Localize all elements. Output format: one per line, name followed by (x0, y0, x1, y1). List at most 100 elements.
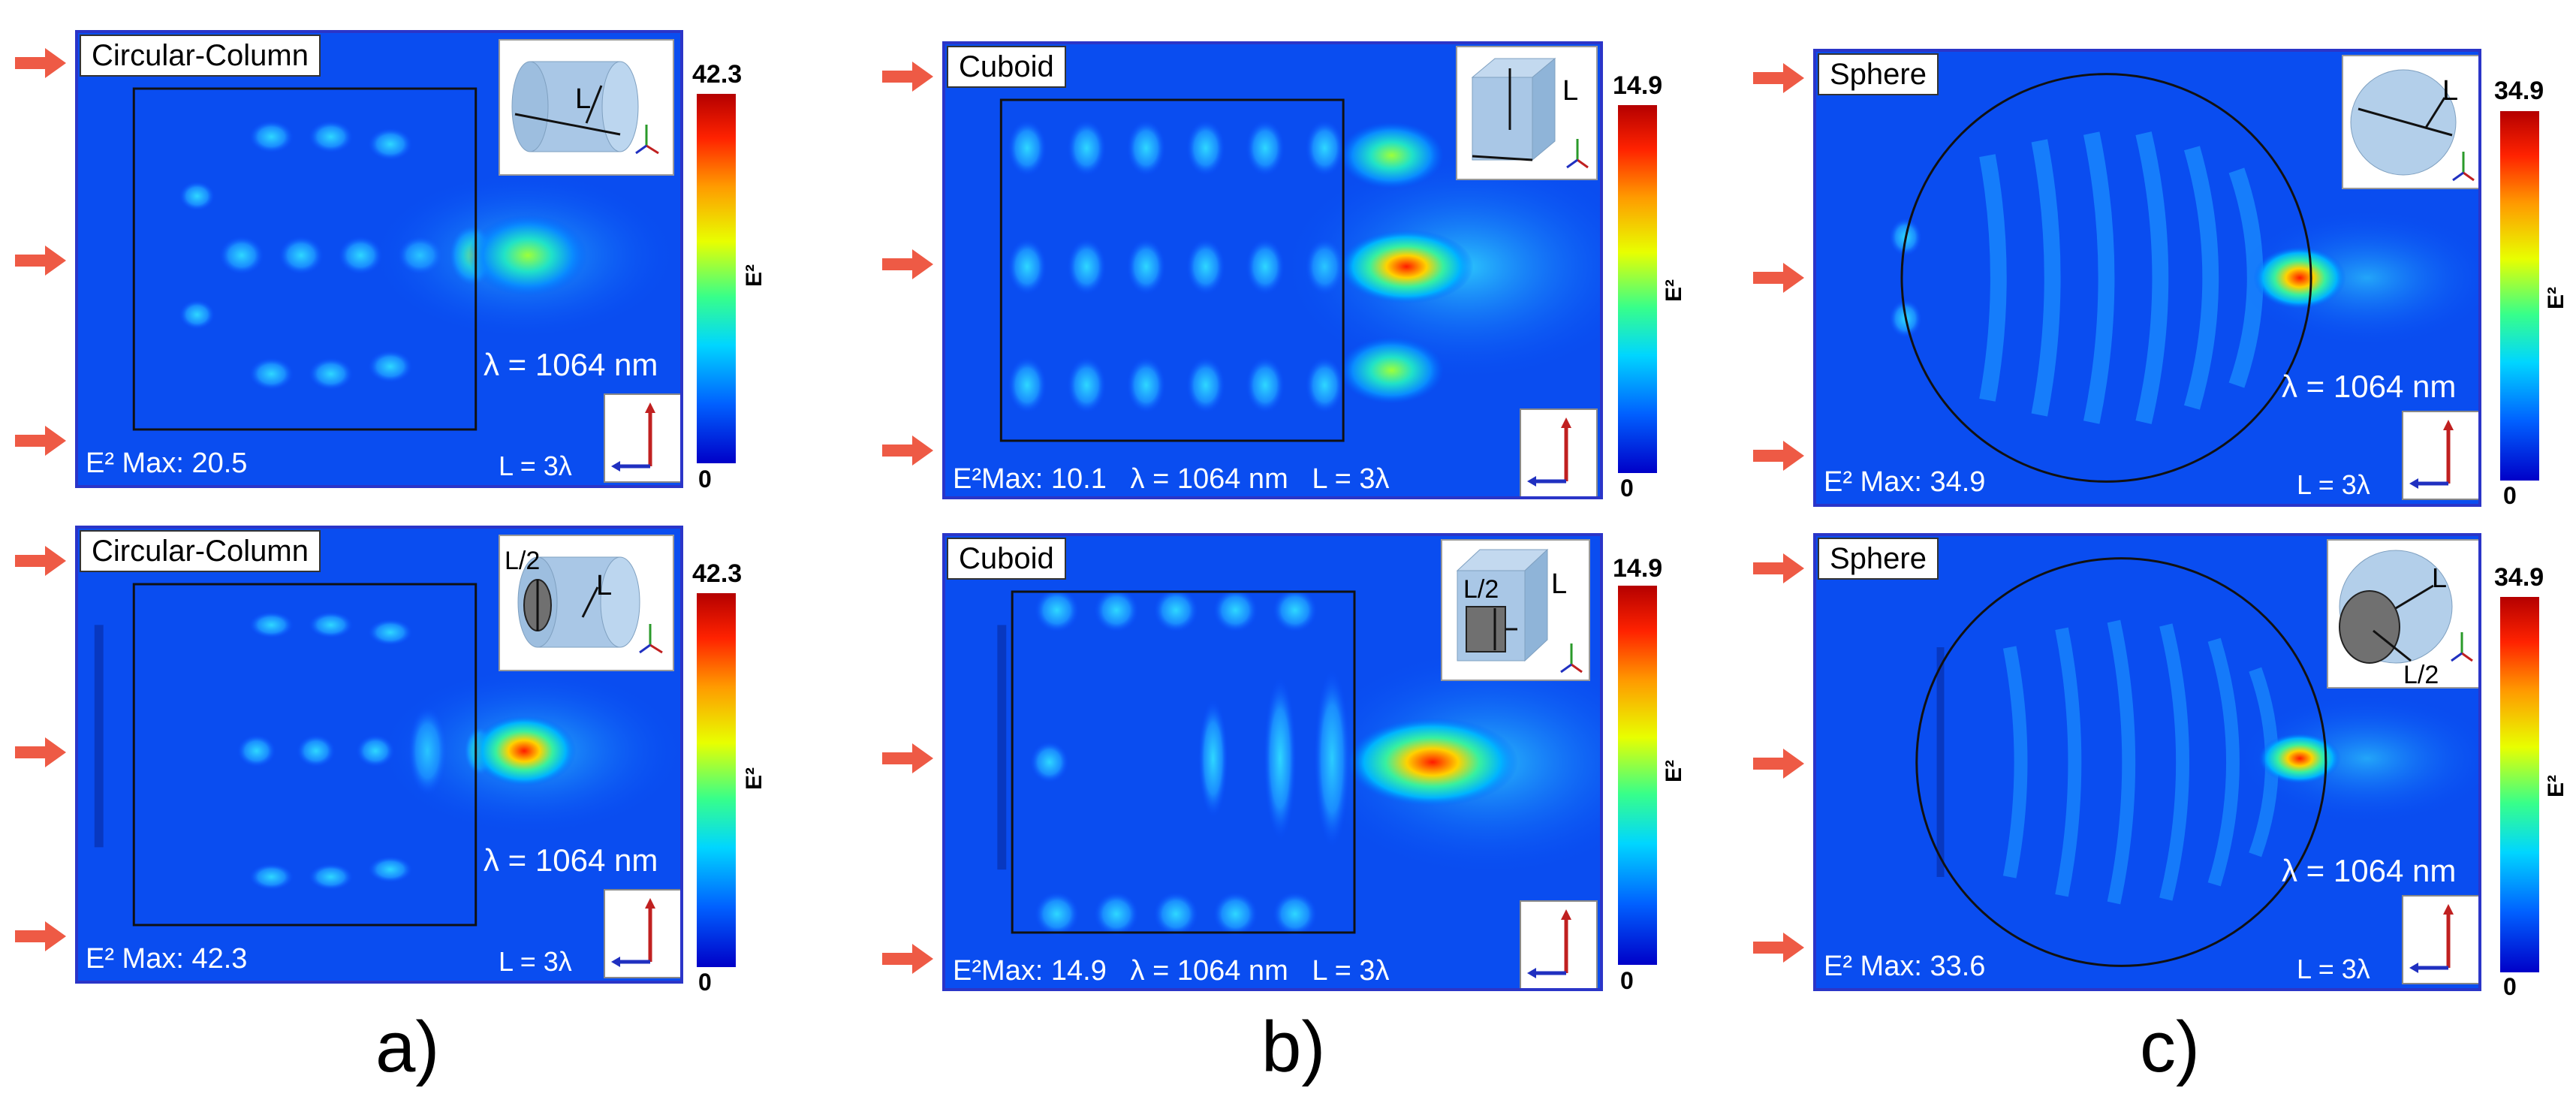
incident-arrow-icon (15, 737, 66, 767)
caption-c: c) (2140, 1007, 2200, 1087)
axes-icon (611, 898, 655, 967)
wavelength-label: λ = 1064 nm (2282, 369, 2457, 404)
axes-triad (604, 393, 680, 483)
hollow-cylinder-icon: L/2 L (505, 547, 663, 654)
hollow-cube-inset: L/2 L (1441, 539, 1590, 681)
colorbar-variable: E² (742, 264, 767, 287)
emax-label: E² Max: 42.3 (86, 943, 248, 975)
colorbar (697, 94, 736, 463)
colorbar-max: 14.9 (1613, 554, 1663, 583)
field-panel-b-top: Cuboid L E²Max: 10.1 λ = 1064 nm L = 3λ (942, 41, 1603, 499)
colorbar-max: 14.9 (1613, 71, 1663, 100)
caption-a: a) (375, 1007, 440, 1087)
incident-arrow-icon (15, 921, 66, 951)
incident-arrow-icon (882, 743, 933, 773)
bottom-info-line: E²Max: 10.1 λ = 1064 nm L = 3λ (953, 463, 1390, 495)
hollow-sphere-inset: L L/2 (2327, 539, 2478, 689)
bottom-info-line: E²Max: 14.9 λ = 1064 nm L = 3λ (953, 955, 1390, 987)
emax-label: E² Max: 33.6 (1824, 951, 1986, 982)
incident-arrow-icon (1753, 933, 1804, 963)
wavelength-label: λ = 1064 nm (484, 347, 658, 382)
emax-label: E² Max: 20.5 (86, 448, 248, 479)
colorbar-variable: E² (742, 767, 767, 790)
incident-arrow-icon (15, 426, 66, 456)
incident-arrow-icon (15, 246, 66, 276)
colorbar-min: 0 (2503, 482, 2517, 509)
axes-triad (604, 889, 680, 978)
colorbar-variable: E² (2544, 287, 2568, 309)
incident-arrow-icon (1753, 63, 1804, 93)
length-label: L (2442, 75, 2458, 107)
colorbar-min: 0 (1620, 475, 1634, 502)
incident-arrow-icon (1753, 553, 1804, 583)
shape-label: Circular-Column (80, 35, 321, 77)
length-label: L (1562, 75, 1578, 107)
hollow-sphere-icon: L L/2 (2339, 550, 2473, 689)
colorbar-min: 0 (698, 969, 712, 996)
colorbar-max: 34.9 (2494, 563, 2544, 592)
shape-label: Sphere (1818, 538, 1939, 580)
length-label: L (575, 83, 591, 115)
axes-triad (1520, 408, 1598, 496)
field-panel-a-top: Circular-Column L λ = 1064 nm E² Max: 20… (75, 30, 683, 488)
incident-arrow-icon (1753, 749, 1804, 779)
field-panel-c-top: Sphere L λ = 1064 nm E² Max: 34.9 L = 3λ (1813, 49, 2481, 507)
axes-icon (1527, 909, 1571, 978)
size-label: L = 3λ (2297, 469, 2370, 500)
colorbar-min: 0 (2503, 973, 2517, 1000)
axes-triad (2402, 895, 2478, 984)
colorbar-min: 0 (698, 466, 712, 493)
cube-inset: L (1456, 46, 1598, 180)
field-panel-a-bottom: Circular-Column L/2 L λ = 1064 nm E² Max… (75, 526, 683, 984)
half-length-label: L/2 (2403, 661, 2439, 687)
incident-arrow-icon (882, 435, 933, 466)
cylinder-inset: L (499, 39, 674, 176)
colorbar (2500, 111, 2539, 481)
axes-icon (2409, 904, 2454, 973)
colorbar (697, 593, 736, 967)
incident-arrow-icon (15, 48, 66, 78)
sphere-inset: L (2342, 55, 2478, 189)
colorbar (1618, 586, 1657, 965)
field-panel-b-bottom: Cuboid L/2 L E²Max: 14.9 λ = 1064 nm L =… (942, 533, 1603, 991)
incident-arrow-icon (1753, 263, 1804, 293)
wavelength-label: λ = 1064 nm (484, 842, 658, 878)
colorbar-max: 34.9 (2494, 77, 2544, 105)
field-map (945, 44, 1600, 496)
incident-arrow-icon (1753, 441, 1804, 471)
hollow-cylinder-inset: L/2 L (499, 535, 674, 671)
emax-label: E² Max: 34.9 (1824, 466, 1986, 498)
shape-label: Cuboid (947, 46, 1066, 88)
colorbar-variable: E² (1662, 279, 1686, 302)
colorbar (1618, 105, 1657, 473)
shape-label: Cuboid (947, 538, 1066, 580)
field-panel-c-bottom: Sphere L L/2 λ = 1064 nm E² Max: 33.6 L … (1813, 533, 2481, 991)
cube-icon: L (1471, 57, 1589, 169)
shape-label: Circular-Column (80, 530, 321, 572)
colorbar-variable: E² (2544, 775, 2568, 797)
sphere-icon: L (2350, 69, 2475, 182)
length-label: L (2432, 562, 2447, 593)
axes-icon (2409, 420, 2454, 489)
half-length-label: L/2 (1463, 575, 1499, 604)
axes-icon (1527, 417, 1571, 487)
length-label: L (596, 570, 612, 601)
shape-label: Sphere (1818, 53, 1939, 95)
colorbar-max: 42.3 (692, 60, 743, 89)
colorbar-variable: E² (1662, 760, 1686, 782)
wavelength-label: λ = 1064 nm (2282, 853, 2457, 888)
axes-icon (611, 402, 655, 472)
half-length-label: L/2 (505, 547, 540, 575)
axes-triad (2402, 411, 2478, 500)
cylinder-icon: L (511, 61, 659, 155)
size-label: L = 3λ (2297, 954, 2370, 984)
colorbar-min: 0 (1620, 967, 1634, 994)
size-label: L = 3λ (499, 451, 572, 481)
hollow-cube-icon: L/2 L (1456, 548, 1583, 674)
incident-arrow-icon (882, 944, 933, 974)
incident-arrow-icon (882, 249, 933, 279)
incident-arrow-icon (882, 62, 933, 92)
caption-b: b) (1261, 1007, 1326, 1087)
axes-triad (1520, 900, 1598, 988)
incident-arrow-icon (15, 546, 66, 576)
